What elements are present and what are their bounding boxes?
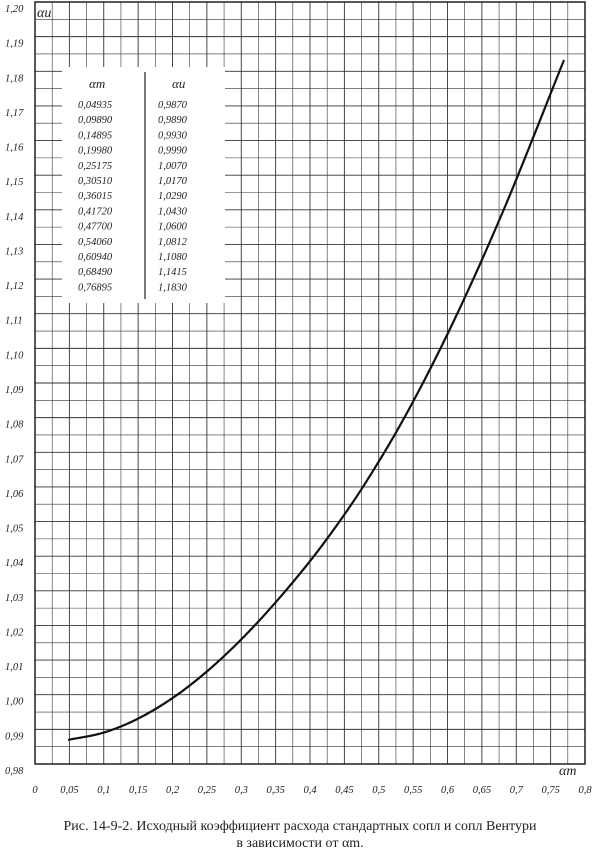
table-cell-ai: 1,0290 xyxy=(158,191,188,202)
y-tick-label: 1,10 xyxy=(5,350,24,361)
table-cell-am: 0,41720 xyxy=(78,206,113,217)
x-tick-label: 0,75 xyxy=(541,785,559,796)
x-tick-labels: 0 0,05 0,1 0,15 0,2 0,25 0,3 0,35 0,4 0,45 0,5 0,55… xyxy=(32,785,592,796)
x-tick-label: 0 xyxy=(32,785,38,796)
plot-frame xyxy=(34,1,586,765)
plot-border xyxy=(34,1,586,765)
table-cell-ai: 1,0600 xyxy=(158,222,188,233)
table-cell-am: 0,30510 xyxy=(78,176,113,187)
y-tick-label: 1,05 xyxy=(5,524,23,535)
y-tick-label: 1,15 xyxy=(5,177,23,188)
table-cell-ai: 1,1080 xyxy=(158,252,188,263)
table-cell-am: 0,19980 xyxy=(78,146,113,157)
y-tick-label: 1,12 xyxy=(5,281,24,292)
x-tick-label: 0,2 xyxy=(166,785,180,796)
x-tick-label: 0,65 xyxy=(473,785,491,796)
series-group xyxy=(67,59,565,741)
data-table: αm αи 0,04935 0,9870 0,09890 0,9890 0,14895 0,9… xyxy=(62,67,225,303)
table-cell-am: 0,09890 xyxy=(78,115,113,126)
x-tick-label: 0,5 xyxy=(372,785,385,796)
table-cell-am: 0,47700 xyxy=(78,222,113,233)
y-tick-label: 1,09 xyxy=(5,385,24,396)
table-cell-ai: 1,1830 xyxy=(158,282,188,293)
table-background xyxy=(62,67,225,303)
caption-line-1: Рис. 14-9-2. Исходный коэффициент расход… xyxy=(63,819,537,834)
y-tick-label: 1,16 xyxy=(5,143,24,154)
y-tick-label: 1,02 xyxy=(5,627,24,638)
table-cell-ai: 1,1415 xyxy=(158,267,187,278)
x-tick-label: 0,7 xyxy=(510,785,524,796)
y-tick-label: 0,98 xyxy=(5,766,24,777)
y-tick-labels: 0,98 0,99 1,00 1,01 1,02 1,03 1,04 1,05 1,06 1,07… xyxy=(5,4,24,777)
y-tick-label: 1,19 xyxy=(5,39,24,50)
x-tick-label: 0,8 xyxy=(578,785,592,796)
y-tick-label: 1,17 xyxy=(5,108,24,119)
table-header-ai: αи xyxy=(172,76,186,91)
x-tick-label: 0,25 xyxy=(198,785,216,796)
table-cell-am: 0,54060 xyxy=(78,237,113,248)
x-tick-label: 0,45 xyxy=(335,785,353,796)
y-tick-label: 1,18 xyxy=(5,73,24,84)
table-cell-ai: 1,0170 xyxy=(158,176,188,187)
y-tick-label: 1,04 xyxy=(5,558,24,569)
chart: 0 0,05 0,1 0,15 0,2 0,25 0,3 0,35 0,4 0,45 0,5 0,55… xyxy=(5,1,592,796)
series-line xyxy=(67,59,565,741)
table-cell-ai: 0,9930 xyxy=(158,130,188,141)
x-tick-label: 0,4 xyxy=(303,785,317,796)
table-cell-ai: 0,9890 xyxy=(158,115,188,126)
y-tick-label: 1,01 xyxy=(5,662,23,673)
y-tick-label: 1,08 xyxy=(5,420,24,431)
x-tick-label: 0,1 xyxy=(97,785,110,796)
table-cell-am: 0,25175 xyxy=(78,161,112,172)
table-cell-am: 0,68490 xyxy=(78,267,113,278)
x-tick-label: 0,05 xyxy=(60,785,78,796)
y-axis-label: αи xyxy=(37,6,51,21)
y-tick-label: 0,99 xyxy=(5,731,24,742)
table-cell-ai: 1,0430 xyxy=(158,206,188,217)
table-cell-am: 0,60940 xyxy=(78,252,113,263)
table-header-am: αm xyxy=(89,76,105,91)
caption-line-2: в зависимости от αm. xyxy=(236,836,364,851)
table-cell-am: 0,04935 xyxy=(78,100,112,111)
y-tick-label: 1,03 xyxy=(5,593,23,604)
x-tick-label: 0,15 xyxy=(129,785,147,796)
y-tick-label: 1,20 xyxy=(5,4,24,15)
x-tick-label: 0,3 xyxy=(235,785,248,796)
y-tick-label: 1,06 xyxy=(5,489,24,500)
x-axis-label: αm xyxy=(559,764,576,779)
table-cell-ai: 0,9990 xyxy=(158,146,188,157)
y-tick-label: 1,13 xyxy=(5,246,23,257)
x-tick-label: 0,6 xyxy=(441,785,455,796)
table-cell-am: 0,14895 xyxy=(78,130,112,141)
y-tick-label: 1,11 xyxy=(5,316,23,327)
y-tick-label: 1,14 xyxy=(5,212,24,223)
figure-caption: Рис. 14-9-2. Исходный коэффициент расход… xyxy=(0,818,600,852)
y-tick-label: 1,00 xyxy=(5,697,24,708)
x-tick-label: 0,35 xyxy=(266,785,284,796)
table-cell-ai: 0,9870 xyxy=(158,100,188,111)
table-cell-ai: 1,0070 xyxy=(158,161,188,172)
table-cell-ai: 1,0812 xyxy=(158,237,188,248)
x-tick-label: 0,55 xyxy=(404,785,422,796)
table-cell-am: 0,36015 xyxy=(78,191,112,202)
y-tick-label: 1,07 xyxy=(5,454,24,465)
table-cell-am: 0,76895 xyxy=(78,282,112,293)
